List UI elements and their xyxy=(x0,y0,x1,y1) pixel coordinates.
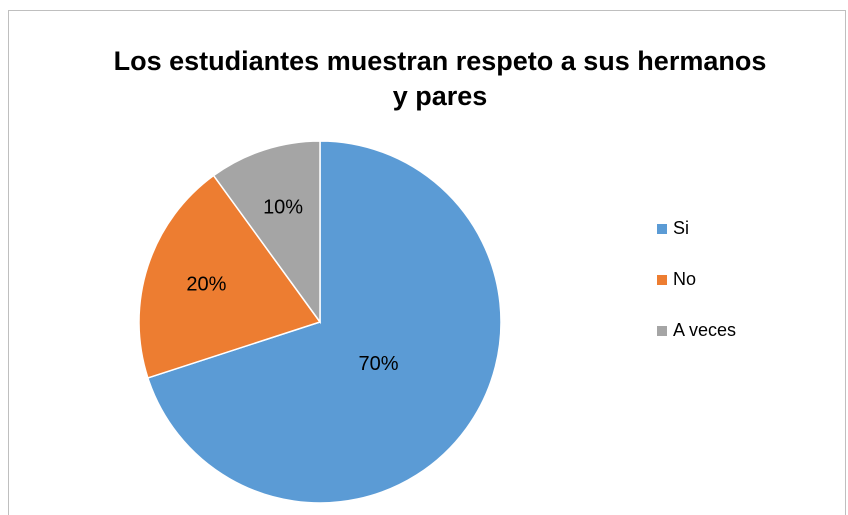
data-label: 70% xyxy=(359,353,399,375)
pie-slice xyxy=(146,140,502,504)
pie-slice xyxy=(212,140,321,325)
legend-label: No xyxy=(673,269,696,289)
chart-title: Los estudiantes muestran respeto a sus h… xyxy=(113,46,767,111)
legend-swatch xyxy=(657,224,667,234)
legend-label: A veces xyxy=(673,320,736,340)
pie-slice xyxy=(138,174,322,379)
data-label: 20% xyxy=(186,273,226,295)
legend-label: Si xyxy=(673,218,689,238)
legend-swatch xyxy=(657,275,667,285)
legend-swatch xyxy=(657,326,667,336)
data-label: 10% xyxy=(263,197,303,219)
